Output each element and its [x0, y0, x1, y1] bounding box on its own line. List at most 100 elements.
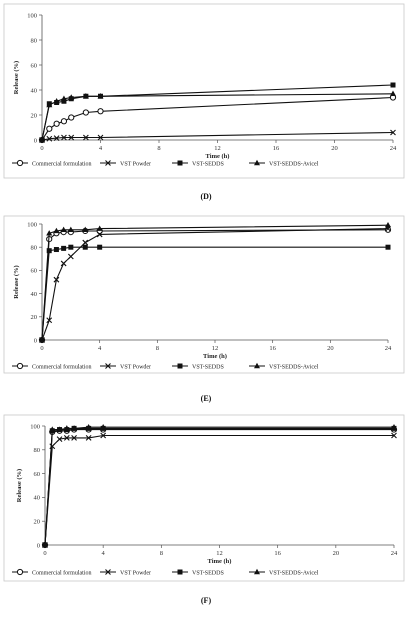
legend: Commercial formulation VST Powder VST-SEDD… — [12, 362, 319, 370]
data-point-x — [68, 134, 75, 141]
y-tick-label: 0 — [34, 337, 37, 344]
chart-panel-3: 0 20 40 60 80 100 0 4 8 12 16 20 24 Time (h) Release (… — [3, 414, 405, 605]
x-tick-label: 24 — [385, 345, 392, 352]
x-tick-label: 0 — [40, 345, 43, 352]
series-line — [41, 84, 394, 141]
data-point-triangle — [391, 423, 397, 430]
data-point-triangle — [68, 94, 75, 100]
data-point-triangle — [82, 226, 89, 232]
x-axis-label: Time (h) — [208, 558, 232, 565]
x-tick-label: 8 — [156, 345, 159, 352]
x-tick-label: 20 — [333, 550, 340, 557]
data-point-triangle — [49, 426, 56, 432]
legend-marker-x — [105, 160, 111, 166]
x-tick-label: 16 — [274, 550, 281, 557]
data-point-x — [67, 253, 74, 260]
data-point-triangle — [39, 136, 45, 143]
data-point-x — [82, 134, 89, 141]
legend: Commercial formulation VST Powder VST-SEDD… — [12, 568, 319, 576]
data-point-x — [56, 436, 63, 442]
series-triangle — [39, 90, 396, 143]
x-tick-label: 24 — [391, 550, 398, 557]
legend-label: VST-SEDDS — [192, 364, 224, 370]
legend-label: VST-SEDDS-Avicel — [269, 364, 319, 370]
data-point-x — [53, 276, 60, 283]
data-point-triangle — [53, 98, 60, 104]
data-point-triangle — [39, 336, 45, 343]
y-tick-label: 0 — [37, 542, 40, 549]
y-tick-label: 20 — [34, 519, 41, 526]
data-point-circle — [53, 120, 60, 127]
series-circle — [38, 226, 392, 344]
data-point-square — [82, 244, 88, 250]
chart-panel-2: 0 20 40 60 80 100 0 4 8 12 16 20 24 Time (h) Release (… — [3, 215, 405, 403]
legend-label: VST Powder — [120, 161, 151, 167]
legend-marker-circle — [16, 568, 24, 576]
data-point-circle — [82, 109, 89, 116]
y-tick-label: 80 — [34, 447, 41, 454]
y-tick-label: 100 — [30, 423, 40, 430]
y-tick-label: 20 — [31, 112, 38, 119]
data-point-circle — [46, 125, 53, 132]
data-point-x — [71, 435, 77, 441]
legend-label: VST-SEDDS — [192, 161, 224, 167]
data-point-triangle — [60, 226, 67, 232]
series-triangle — [42, 423, 397, 548]
data-point-x — [46, 135, 53, 142]
data-point-triangle — [390, 90, 396, 96]
x-tick-label: 20 — [327, 345, 334, 352]
y-axis-label: Release (%) — [13, 265, 20, 298]
panel-caption: (F) — [201, 596, 212, 605]
y-tick-label: 100 — [27, 221, 37, 228]
legend-marker-circle — [16, 362, 24, 370]
data-point-triangle — [46, 230, 53, 236]
legend-marker-triangle — [254, 362, 260, 369]
legend-marker-square — [177, 160, 183, 166]
data-point-x — [61, 134, 67, 141]
series-line — [41, 229, 389, 341]
data-point-x — [60, 260, 67, 267]
x-tick-label: 0 — [40, 145, 43, 152]
data-point-triangle — [85, 423, 92, 430]
y-tick-label: 80 — [31, 37, 38, 44]
data-point-x — [390, 129, 396, 136]
data-point-x — [53, 135, 60, 142]
series-square — [39, 244, 391, 343]
x-tick-label: 16 — [269, 345, 276, 352]
data-point-square — [97, 244, 103, 250]
data-point-triangle — [97, 93, 104, 99]
series-line — [44, 426, 394, 546]
legend-marker-triangle — [254, 159, 260, 166]
data-point-x — [96, 231, 103, 238]
x-tick-label: 12 — [212, 345, 219, 352]
series-line — [41, 224, 389, 341]
y-axis-label: Release (%) — [16, 469, 23, 502]
data-point-x — [46, 317, 53, 324]
data-point-triangle — [67, 226, 74, 232]
data-point-triangle — [96, 225, 103, 231]
series-line — [41, 228, 389, 341]
data-point-x — [100, 432, 107, 439]
x-tick-label: 8 — [160, 550, 163, 557]
x-tick-label: 12 — [216, 550, 223, 557]
chart-frame — [3, 414, 405, 582]
data-point-square — [385, 244, 391, 250]
legend-marker-square — [177, 363, 183, 369]
legend-marker-x — [105, 363, 111, 369]
legend-label: Commercial formulation — [32, 160, 91, 167]
y-tick-label: 0 — [34, 137, 37, 144]
legend-label: VST-SEDDS — [192, 570, 224, 576]
y-tick-label: 100 — [27, 12, 37, 19]
legend-marker-triangle — [254, 568, 260, 575]
data-point-square — [61, 245, 67, 251]
x-tick-label: 8 — [157, 145, 160, 152]
data-point-triangle — [60, 95, 67, 101]
data-point-x — [85, 435, 92, 441]
series-circle — [41, 426, 398, 549]
data-point-triangle — [46, 101, 53, 108]
data-point-triangle — [71, 425, 78, 431]
series-line — [41, 131, 394, 141]
x-tick-label: 16 — [273, 145, 280, 152]
x-tick-label: 20 — [331, 145, 338, 152]
